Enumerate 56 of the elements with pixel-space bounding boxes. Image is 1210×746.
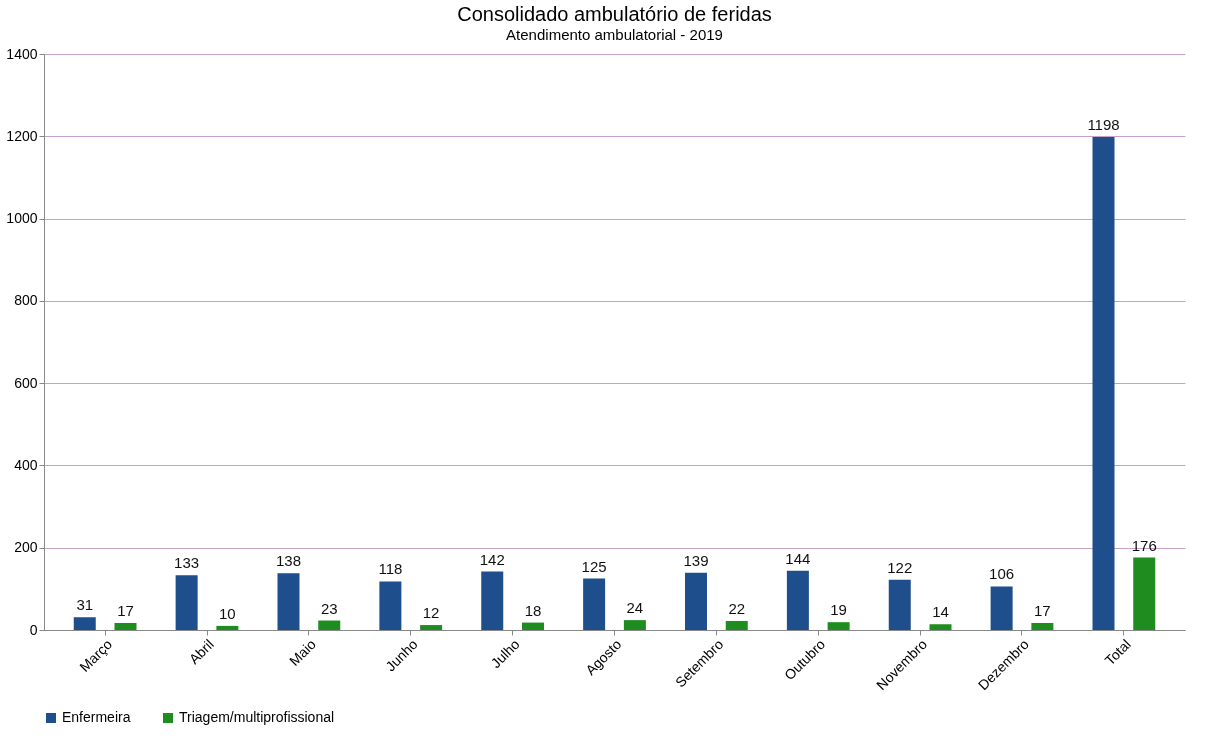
data-label: 23 — [320, 599, 338, 617]
y-tick-label: 1200 — [6, 127, 38, 144]
bar — [685, 572, 707, 630]
data-label: 118 — [378, 560, 403, 578]
data-label: 139 — [683, 551, 709, 569]
bar — [420, 625, 443, 630]
y-tick-label: 0 — [29, 621, 38, 638]
data-label: 22 — [728, 599, 746, 617]
data-label: 133 — [174, 554, 200, 572]
bar — [827, 622, 850, 630]
bar — [277, 573, 300, 630]
y-tick-label: 800 — [14, 292, 38, 309]
data-label: 14 — [932, 603, 949, 621]
bar — [522, 622, 544, 630]
bar — [1133, 557, 1156, 630]
y-tick-label: 1400 — [6, 45, 38, 62]
bar — [725, 620, 748, 630]
y-tick-label: 1000 — [6, 210, 38, 227]
data-label: 106 — [989, 565, 1015, 583]
legend-label: Triagem/multiprofissional — [179, 709, 335, 725]
data-label: 19 — [830, 601, 847, 619]
data-label: 125 — [581, 557, 607, 575]
y-tick-label: 400 — [14, 456, 38, 473]
data-label: 18 — [524, 601, 542, 619]
y-tick-label: 200 — [14, 539, 38, 556]
data-label: 176 — [1131, 536, 1157, 554]
bar — [623, 620, 646, 630]
bar — [1092, 137, 1115, 630]
legend-label: Enfermeira — [62, 709, 131, 725]
bar — [990, 586, 1013, 630]
data-label: 10 — [219, 604, 236, 622]
bar — [73, 617, 96, 630]
bar — [786, 570, 809, 630]
data-label: 144 — [785, 549, 811, 567]
y-tick-label: 600 — [14, 374, 38, 391]
data-label: 142 — [479, 550, 505, 568]
bar — [114, 623, 137, 630]
bar — [583, 578, 606, 630]
bar — [481, 571, 504, 630]
data-label: 122 — [887, 558, 913, 576]
bar — [318, 620, 341, 630]
bar — [929, 624, 952, 630]
data-label: 17 — [1034, 602, 1051, 620]
data-label: 17 — [117, 602, 134, 620]
bar — [175, 575, 198, 630]
bar — [1031, 623, 1054, 630]
data-label: 12 — [422, 604, 440, 622]
chart-title: Consolidado ambulatório de feridas — [457, 3, 772, 25]
bar — [379, 581, 402, 630]
data-label: 31 — [76, 596, 94, 614]
data-label: 24 — [626, 599, 644, 617]
chart-subtitle: Atendimento ambulatorial - 2019 — [506, 26, 723, 43]
data-label: 138 — [275, 552, 302, 570]
bar — [216, 625, 239, 630]
data-label: 1198 — [1087, 116, 1120, 134]
bar — [888, 579, 911, 630]
